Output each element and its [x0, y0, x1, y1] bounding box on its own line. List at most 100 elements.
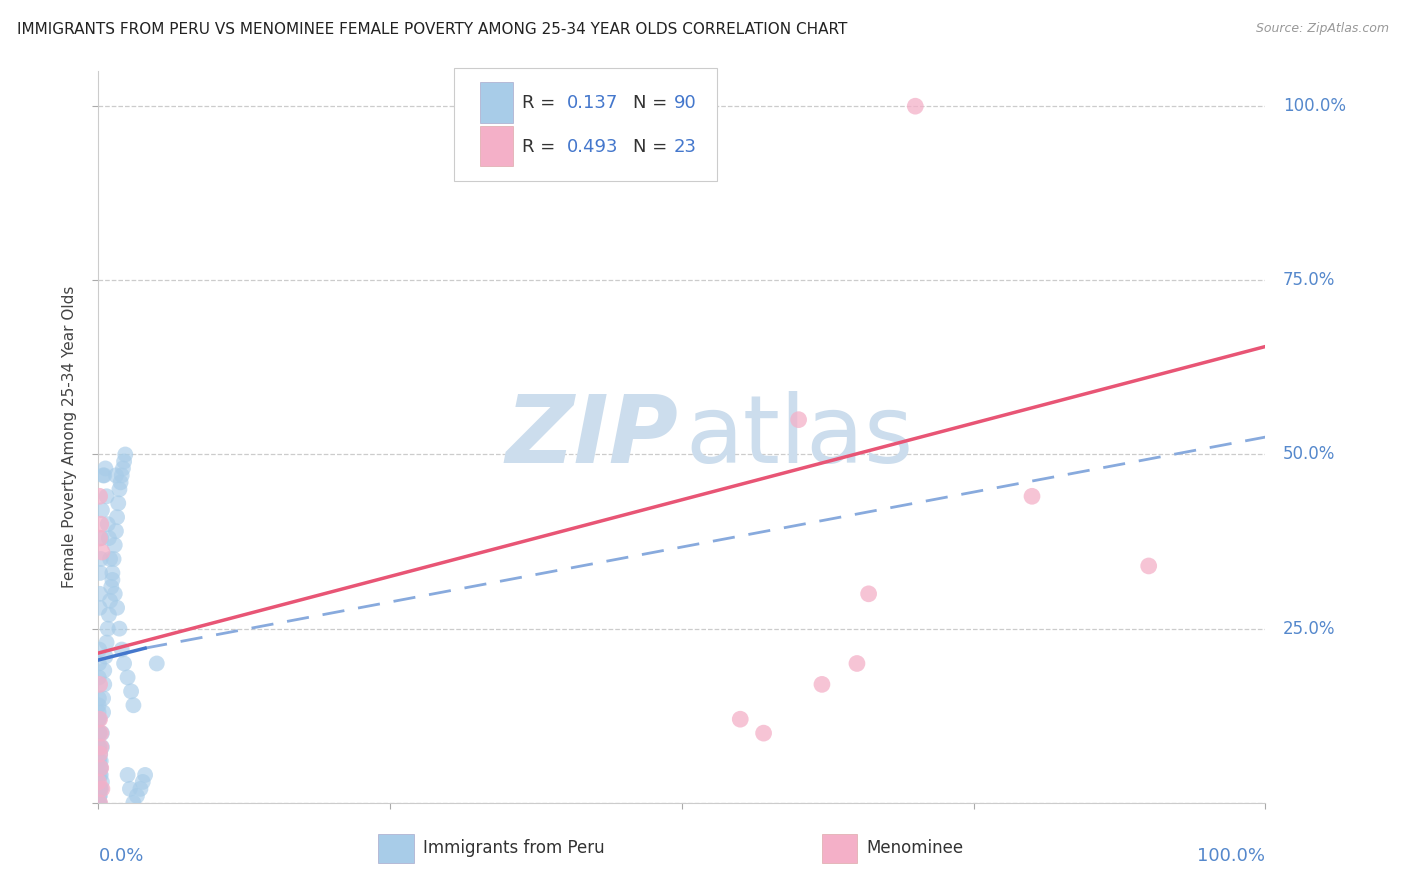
Point — [114, 448, 136, 462]
Point — [90, 781, 112, 796]
Point — [89, 531, 111, 545]
Point — [89, 642, 111, 657]
Point — [87, 670, 110, 684]
Text: 75.0%: 75.0% — [1282, 271, 1336, 289]
Point — [89, 796, 111, 810]
Point — [89, 747, 111, 761]
FancyBboxPatch shape — [479, 82, 513, 122]
Point — [1021, 489, 1043, 503]
Point — [90, 552, 112, 566]
Point — [94, 649, 117, 664]
Point — [89, 789, 111, 803]
Point — [811, 677, 834, 691]
Point — [87, 712, 110, 726]
Point — [87, 775, 110, 789]
Point — [91, 468, 114, 483]
Point — [89, 740, 111, 755]
Point — [129, 781, 152, 796]
Point — [101, 566, 124, 580]
Point — [90, 740, 112, 755]
FancyBboxPatch shape — [378, 833, 413, 863]
Point — [111, 461, 134, 475]
Point — [90, 545, 112, 559]
Point — [87, 726, 110, 740]
Point — [904, 99, 927, 113]
Text: atlas: atlas — [685, 391, 914, 483]
Text: 23: 23 — [673, 137, 697, 156]
Point — [105, 510, 128, 524]
Text: 0.0%: 0.0% — [98, 847, 143, 864]
Point — [90, 531, 112, 545]
Point — [90, 781, 112, 796]
Point — [97, 517, 120, 532]
Point — [91, 691, 114, 706]
Point — [858, 587, 880, 601]
Text: 0.137: 0.137 — [567, 94, 617, 112]
Point — [98, 594, 121, 608]
Point — [87, 796, 110, 810]
Point — [117, 670, 139, 684]
Point — [87, 740, 110, 755]
Point — [671, 99, 693, 113]
Point — [89, 761, 111, 775]
Point — [107, 496, 129, 510]
Point — [87, 691, 110, 706]
Point — [97, 531, 120, 545]
Point — [112, 657, 135, 671]
Point — [89, 781, 111, 796]
Point — [89, 796, 111, 810]
Point — [90, 503, 112, 517]
Point — [104, 538, 127, 552]
Text: Menominee: Menominee — [866, 839, 963, 857]
Text: N =: N = — [633, 94, 666, 112]
Point — [89, 489, 111, 503]
Point — [87, 781, 110, 796]
Point — [87, 712, 110, 726]
Point — [103, 552, 125, 566]
Point — [105, 600, 128, 615]
Point — [89, 566, 111, 580]
Point — [87, 740, 110, 755]
Text: ZIP: ZIP — [506, 391, 679, 483]
Point — [1137, 558, 1160, 573]
Point — [90, 781, 112, 796]
Point — [89, 712, 111, 726]
Point — [118, 781, 141, 796]
Point — [89, 726, 111, 740]
Text: IMMIGRANTS FROM PERU VS MENOMINEE FEMALE POVERTY AMONG 25-34 YEAR OLDS CORRELATI: IMMIGRANTS FROM PERU VS MENOMINEE FEMALE… — [17, 22, 848, 37]
Point — [108, 483, 131, 497]
Point — [89, 747, 111, 761]
Point — [90, 726, 112, 740]
Point — [93, 664, 115, 678]
Text: 0.493: 0.493 — [567, 137, 617, 156]
Point — [87, 768, 110, 782]
Text: 25.0%: 25.0% — [1282, 620, 1336, 638]
Point — [87, 705, 110, 719]
Text: N =: N = — [633, 137, 666, 156]
Text: Source: ZipAtlas.com: Source: ZipAtlas.com — [1256, 22, 1389, 36]
Point — [104, 524, 127, 538]
Point — [104, 468, 127, 483]
Point — [787, 412, 810, 426]
Point — [94, 461, 117, 475]
Y-axis label: Female Poverty Among 25-34 Year Olds: Female Poverty Among 25-34 Year Olds — [62, 286, 77, 588]
FancyBboxPatch shape — [823, 833, 858, 863]
Point — [122, 698, 145, 713]
Point — [134, 768, 156, 782]
Point — [89, 600, 111, 615]
Point — [90, 775, 112, 789]
Text: 90: 90 — [673, 94, 696, 112]
Point — [87, 698, 110, 713]
Point — [89, 726, 111, 740]
Point — [146, 657, 169, 671]
Point — [111, 642, 134, 657]
Point — [89, 587, 111, 601]
Point — [90, 754, 112, 768]
Point — [122, 796, 145, 810]
Point — [87, 754, 110, 768]
Point — [125, 789, 148, 803]
FancyBboxPatch shape — [479, 126, 513, 167]
Point — [87, 796, 110, 810]
Text: 50.0%: 50.0% — [1282, 445, 1336, 464]
Point — [90, 740, 112, 755]
